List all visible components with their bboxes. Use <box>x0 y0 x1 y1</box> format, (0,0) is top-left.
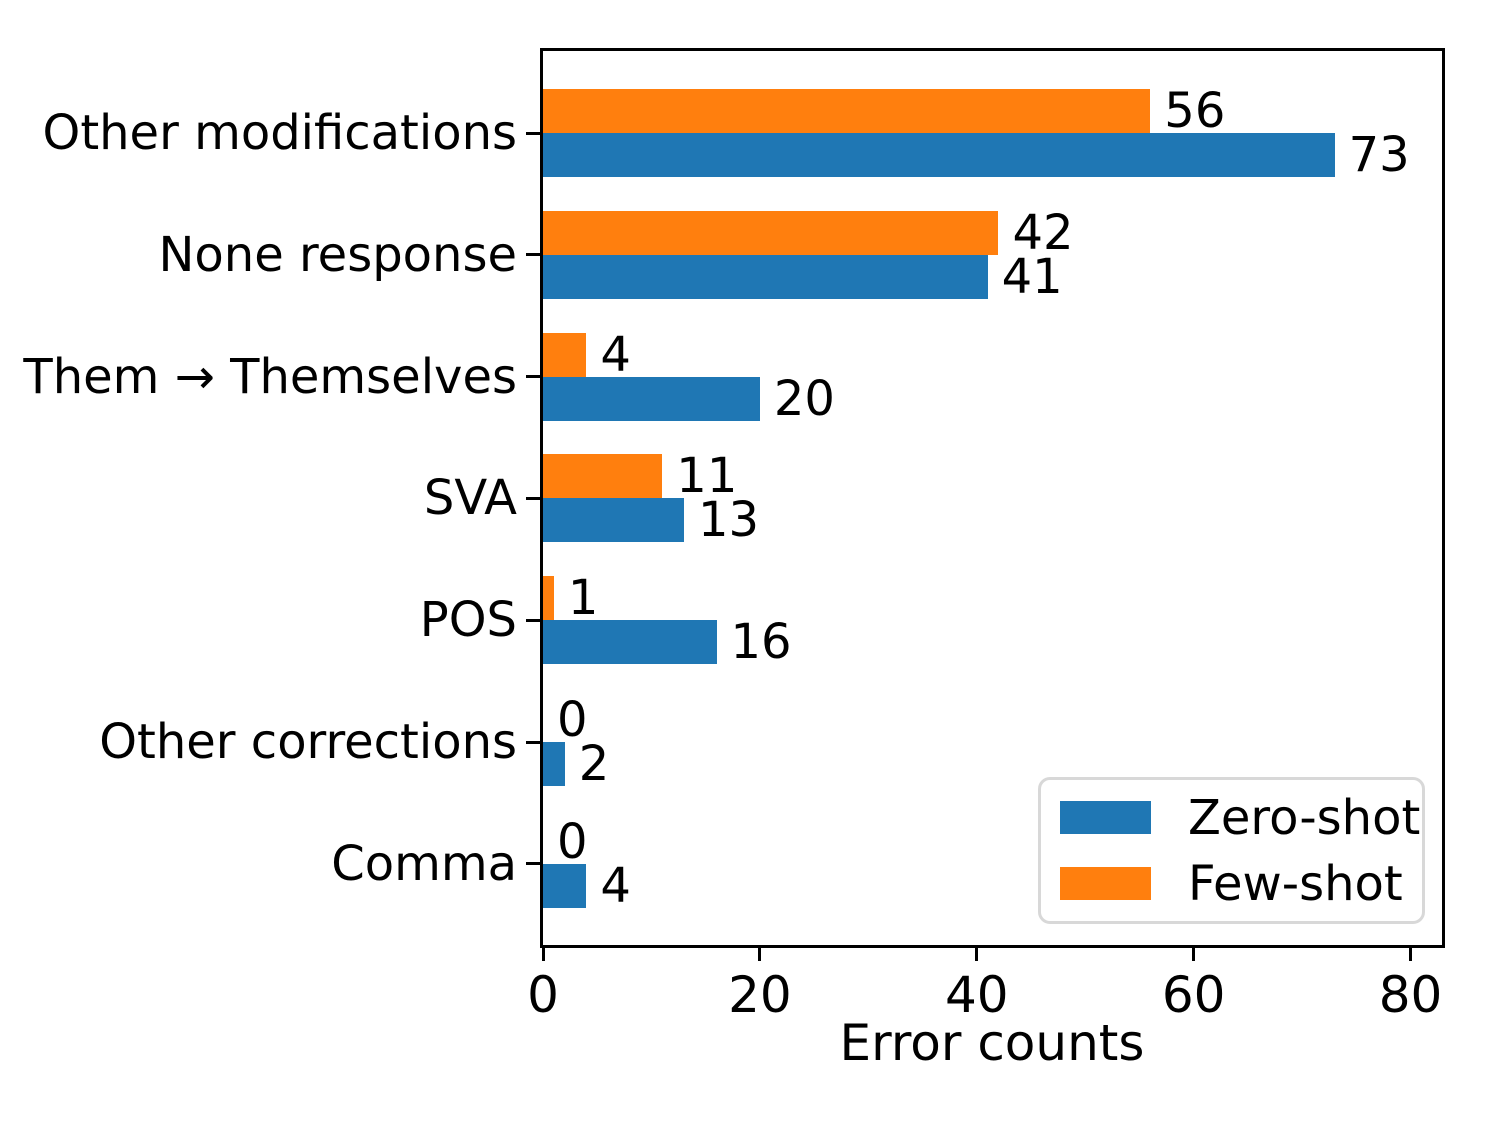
y-tick <box>526 862 540 866</box>
bar-value-label: 42 <box>1012 204 1074 261</box>
x-tick <box>758 948 762 961</box>
bar-value-label: 13 <box>697 492 760 549</box>
bar-value-label: 56 <box>1164 83 1226 139</box>
bar-few-shot <box>543 576 554 621</box>
x-tick-label: 60 <box>1161 966 1226 1024</box>
y-tick-label: Other corrections <box>99 714 517 771</box>
bar-zero-shot <box>543 254 988 299</box>
bar-few-shot <box>543 332 587 377</box>
y-tick <box>526 131 540 135</box>
bar-zero-shot <box>543 742 565 787</box>
y-tick-label: Comma <box>331 835 517 892</box>
bar-few-shot <box>543 210 999 255</box>
bar-zero-shot <box>543 863 587 908</box>
bar-value-label: 20 <box>773 370 835 427</box>
plot-area: 56 73 42 41 4 20 11 13 1 16 0 2 0 4 Zero-shot Few-shot <box>540 48 1445 948</box>
bar-zero-shot <box>543 620 717 665</box>
bar-few-shot <box>543 454 663 499</box>
y-tick <box>526 496 540 500</box>
x-tick <box>541 948 545 961</box>
x-axis-label: Error counts <box>839 1014 1145 1072</box>
bar-value-label: 1 <box>567 570 599 627</box>
bar-value-label: 2 <box>578 736 610 793</box>
x-tick <box>1409 948 1413 961</box>
bar-value-label: 0 <box>557 692 588 749</box>
x-tick <box>1192 948 1196 961</box>
x-tick-label: 0 <box>527 966 559 1024</box>
x-tick-label: 20 <box>728 966 792 1024</box>
bar-value-label: 11 <box>676 448 738 505</box>
y-tick <box>526 375 540 379</box>
legend-label: Few-shot <box>1188 855 1403 912</box>
y-tick-label: Other modifications <box>42 105 517 161</box>
bar-value-label: 16 <box>730 614 792 671</box>
legend-item-few-shot: Few-shot <box>1041 851 1422 917</box>
bar-zero-shot <box>543 133 1335 177</box>
y-tick-label: Them → Themselves <box>23 348 517 405</box>
bar-value-label: 41 <box>1001 248 1063 305</box>
bar-zero-shot <box>543 376 760 421</box>
legend-swatch-zero-shot <box>1060 801 1151 834</box>
y-tick-label: POS <box>419 592 517 649</box>
x-tick <box>975 948 979 961</box>
legend: Zero-shot Few-shot <box>1038 777 1425 924</box>
y-tick-label: None response <box>158 226 518 283</box>
y-tick <box>526 253 540 257</box>
legend-label: Zero-shot <box>1188 789 1421 846</box>
y-tick <box>526 618 540 622</box>
bar-zero-shot <box>543 498 684 543</box>
bar-value-label: 4 <box>600 326 631 383</box>
x-tick-label: 80 <box>1378 966 1443 1024</box>
bar-value-label: 4 <box>600 857 631 914</box>
y-tick-label: SVA <box>423 470 517 527</box>
bar-value-label: 0 <box>557 813 588 870</box>
legend-item-zero-shot: Zero-shot <box>1041 785 1422 851</box>
bar-value-label: 73 <box>1348 127 1410 183</box>
x-tick-label: 40 <box>944 966 1009 1024</box>
bar-few-shot <box>543 89 1151 133</box>
legend-swatch-few-shot <box>1060 867 1151 900</box>
y-tick <box>526 740 540 744</box>
